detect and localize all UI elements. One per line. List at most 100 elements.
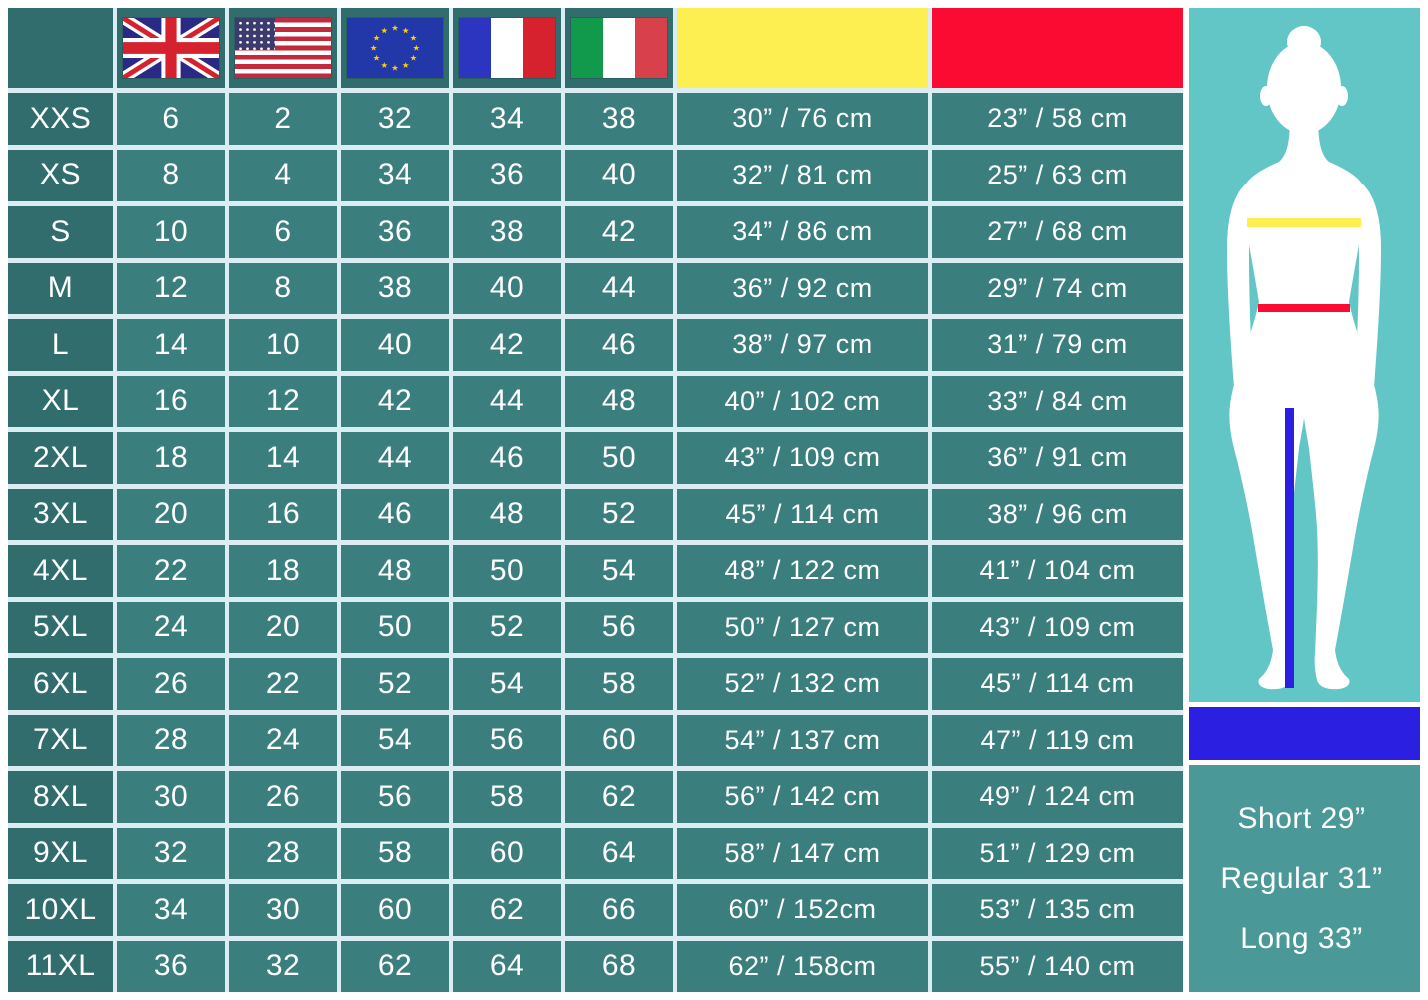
eu-size-cell: 62 bbox=[341, 940, 449, 992]
eu-column-header bbox=[341, 8, 449, 88]
uk-size-cell: 12 bbox=[117, 262, 225, 314]
fr-size-cell: 64 bbox=[453, 940, 561, 992]
us-size-cell: 6 bbox=[229, 206, 337, 258]
bust-measure-cell: 62” / 158cm bbox=[677, 940, 928, 992]
bust-measure-cell: 34” / 86 cm bbox=[677, 206, 928, 258]
waist-measure-cell: 25” / 63 cm bbox=[932, 149, 1183, 201]
us-size-cell: 12 bbox=[229, 375, 337, 427]
bust-measure-cell: 50” / 127 cm bbox=[677, 601, 928, 653]
fr-size-cell: 42 bbox=[453, 319, 561, 371]
waist-line bbox=[1258, 304, 1350, 312]
eu-size-cell: 46 bbox=[341, 488, 449, 540]
row-size-cell: L bbox=[8, 319, 113, 371]
it-size-cell: 60 bbox=[565, 714, 673, 766]
us-size-cell: 30 bbox=[229, 884, 337, 936]
uk-size-cell: 8 bbox=[117, 149, 225, 201]
bust-measure-cell: 60” / 152cm bbox=[677, 884, 928, 936]
waist-color-header bbox=[932, 8, 1183, 88]
row-size-cell: 6XL bbox=[8, 658, 113, 710]
uk-size-cell: 20 bbox=[117, 488, 225, 540]
waist-measure-cell: 41” / 104 cm bbox=[932, 545, 1183, 597]
waist-measure-cell: 49” / 124 cm bbox=[932, 771, 1183, 823]
uk-size-cell: 36 bbox=[117, 940, 225, 992]
us-size-cell: 4 bbox=[229, 149, 337, 201]
waist-measure-cell: 51” / 129 cm bbox=[932, 827, 1183, 879]
us-size-cell: 20 bbox=[229, 601, 337, 653]
uk-column-header bbox=[117, 8, 225, 88]
it-size-cell: 62 bbox=[565, 771, 673, 823]
row-size-cell: 11XL bbox=[8, 940, 113, 992]
us-size-cell: 18 bbox=[229, 545, 337, 597]
length-regular: Regular 31” bbox=[1220, 861, 1383, 895]
waist-measure-cell: 31” / 79 cm bbox=[932, 319, 1183, 371]
row-size-cell: M bbox=[8, 262, 113, 314]
waist-measure-cell: 45” / 114 cm bbox=[932, 658, 1183, 710]
inseam-length-legend: Short 29” Regular 31” Long 33” bbox=[1189, 765, 1420, 992]
inseam-color-bar bbox=[1189, 707, 1420, 760]
eu-size-cell: 58 bbox=[341, 827, 449, 879]
italy-flag-icon bbox=[571, 18, 667, 78]
bust-line bbox=[1247, 218, 1361, 227]
row-size-cell: 5XL bbox=[8, 601, 113, 653]
bust-measure-cell: 38” / 97 cm bbox=[677, 319, 928, 371]
bust-measure-cell: 43” / 109 cm bbox=[677, 432, 928, 484]
waist-measure-cell: 33” / 84 cm bbox=[932, 375, 1183, 427]
us-size-cell: 24 bbox=[229, 714, 337, 766]
bust-measure-cell: 48” / 122 cm bbox=[677, 545, 928, 597]
bust-color-header bbox=[677, 8, 928, 88]
fr-size-cell: 54 bbox=[453, 658, 561, 710]
row-size-cell: XXS bbox=[8, 93, 113, 145]
us-size-cell: 26 bbox=[229, 771, 337, 823]
bust-measure-cell: 45” / 114 cm bbox=[677, 488, 928, 540]
uk-size-cell: 14 bbox=[117, 319, 225, 371]
row-size-cell: 3XL bbox=[8, 488, 113, 540]
waist-measure-cell: 43” / 109 cm bbox=[932, 601, 1183, 653]
eu-size-cell: 52 bbox=[341, 658, 449, 710]
bust-measure-cell: 54” / 137 cm bbox=[677, 714, 928, 766]
fr-size-cell: 52 bbox=[453, 601, 561, 653]
uk-size-cell: 26 bbox=[117, 658, 225, 710]
us-size-cell: 32 bbox=[229, 940, 337, 992]
fr-size-cell: 36 bbox=[453, 149, 561, 201]
row-size-cell: XL bbox=[8, 375, 113, 427]
fr-size-cell: 60 bbox=[453, 827, 561, 879]
row-size-cell: 9XL bbox=[8, 827, 113, 879]
eu-size-cell: 42 bbox=[341, 375, 449, 427]
row-size-cell: S bbox=[8, 206, 113, 258]
uk-size-cell: 18 bbox=[117, 432, 225, 484]
uk-size-cell: 6 bbox=[117, 93, 225, 145]
waist-measure-cell: 47” / 119 cm bbox=[932, 714, 1183, 766]
waist-measure-cell: 27” / 68 cm bbox=[932, 206, 1183, 258]
us-size-cell: 2 bbox=[229, 93, 337, 145]
it-size-cell: 52 bbox=[565, 488, 673, 540]
fr-size-cell: 34 bbox=[453, 93, 561, 145]
eu-size-cell: 36 bbox=[341, 206, 449, 258]
eu-size-cell: 60 bbox=[341, 884, 449, 936]
us-size-cell: 22 bbox=[229, 658, 337, 710]
uk-size-cell: 28 bbox=[117, 714, 225, 766]
fr-size-cell: 58 bbox=[453, 771, 561, 823]
fr-size-cell: 40 bbox=[453, 262, 561, 314]
bust-measure-cell: 36” / 92 cm bbox=[677, 262, 928, 314]
eu-size-cell: 34 bbox=[341, 149, 449, 201]
row-size-cell: 4XL bbox=[8, 545, 113, 597]
waist-measure-cell: 53” / 135 cm bbox=[932, 884, 1183, 936]
it-size-cell: 48 bbox=[565, 375, 673, 427]
fr-size-cell: 56 bbox=[453, 714, 561, 766]
eu-size-cell: 38 bbox=[341, 262, 449, 314]
it-size-cell: 42 bbox=[565, 206, 673, 258]
eu-size-cell: 56 bbox=[341, 771, 449, 823]
row-size-cell: 7XL bbox=[8, 714, 113, 766]
uk-size-cell: 30 bbox=[117, 771, 225, 823]
us-size-cell: 14 bbox=[229, 432, 337, 484]
female-silhouette-icon bbox=[1227, 26, 1381, 690]
body-figure-panel bbox=[1189, 8, 1420, 702]
us-column-header bbox=[229, 8, 337, 88]
france-column-header bbox=[453, 8, 561, 88]
row-size-cell: 2XL bbox=[8, 432, 113, 484]
it-size-cell: 54 bbox=[565, 545, 673, 597]
it-size-cell: 58 bbox=[565, 658, 673, 710]
waist-measure-cell: 29” / 74 cm bbox=[932, 262, 1183, 314]
it-size-cell: 38 bbox=[565, 93, 673, 145]
